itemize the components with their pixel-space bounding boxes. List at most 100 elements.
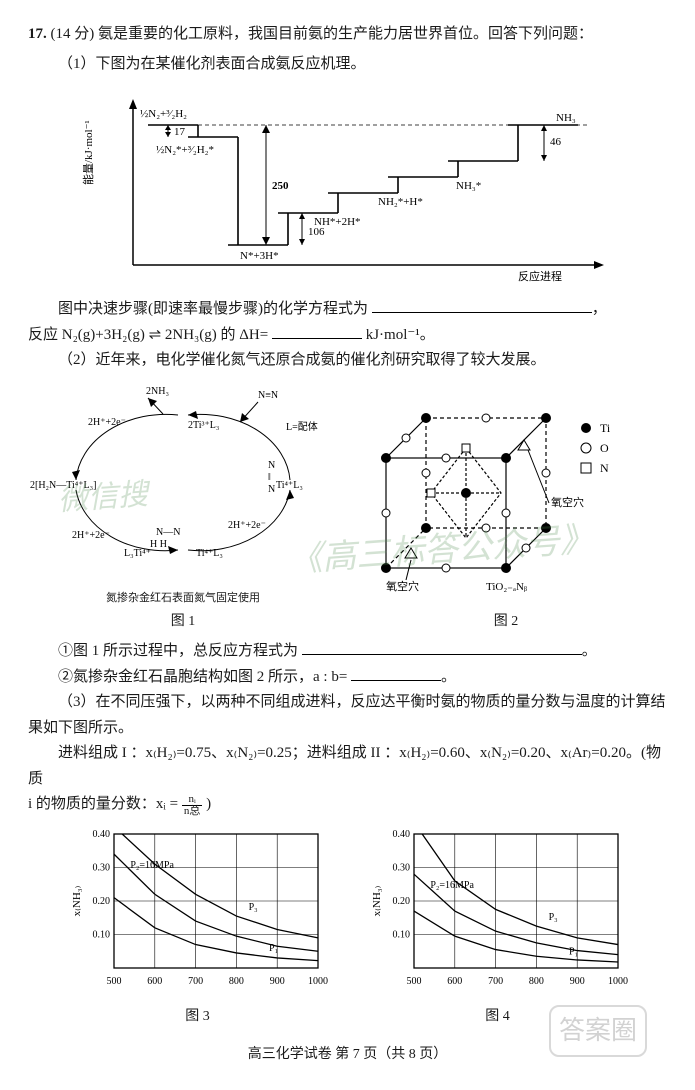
fig1-caption: 图 1 <box>28 610 338 634</box>
answer-stamp: 答案圈 <box>549 1005 647 1057</box>
legend-n: N <box>600 461 609 475</box>
fig1-righttop: 2Ti³⁺L₃ <box>188 420 219 431</box>
svg-text:P₃: P₃ <box>548 912 557 923</box>
period2: 。 <box>441 669 456 685</box>
fig1-leftnode: 2[H₂N—Ti⁴⁺L₃] <box>30 480 96 491</box>
svg-text:‖: ‖ <box>268 472 271 483</box>
fig2-vacancy-l: 氧空穴 <box>386 579 419 593</box>
svg-text:x₍NH₃₎: x₍NH₃₎ <box>71 885 83 916</box>
part1-q1: 图中决速步骤(即速率最慢步骤)的化学方程式为 ， <box>28 297 667 323</box>
blank-overall-eq[interactable] <box>302 639 582 655</box>
start-species: ½N₂+³⁄₂H₂ <box>140 108 187 120</box>
part2-q2: ②氮掺杂金红石晶胞结构如图 2 所示，a : b= 。 <box>28 665 667 691</box>
fig1-n2: N≡N <box>258 390 278 401</box>
final-rise-value: 46 <box>550 136 562 148</box>
svg-text:1000: 1000 <box>608 976 628 987</box>
svg-text:900: 900 <box>569 976 584 987</box>
part2-q1: ①图 1 所示过程中，总反应方程式为 。 <box>28 639 667 665</box>
svg-text:1000: 1000 <box>308 976 328 987</box>
svg-text:500: 500 <box>106 976 121 987</box>
step1-species: NH*+2H* <box>314 216 361 228</box>
frac-num: nᵢ <box>182 794 203 806</box>
svg-text:P₁: P₁ <box>269 943 278 954</box>
part1-q2-unit: kJ·mol⁻¹。 <box>366 327 435 343</box>
svg-text:600: 600 <box>447 976 462 987</box>
fig1-Lnote: L=配体 <box>286 421 318 433</box>
svg-text:N—N: N—N <box>156 527 180 538</box>
part1-intro: （1）下图为在某催化剂表面合成氨反应机理。 <box>28 52 667 78</box>
y-axis-label: 能量/kJ·mol⁻¹ <box>81 120 95 185</box>
part2-q1-text: ①图 1 所示过程中，总反应方程式为 <box>58 643 298 659</box>
fig2-wrap: 氧空穴 氧空穴 TiO₂₋ₐNᵦ Ti O N 图 2 <box>356 398 656 633</box>
fig1-top-in: 2NH₃ <box>146 386 169 397</box>
feed-line-a: 进料组成 I ：x₍H₂₎=0.75、x₍N₂₎=0.25；进料组成 II ：x… <box>28 741 667 792</box>
step3-species: NH₃* <box>456 180 481 192</box>
final-species: NH₃ <box>556 112 576 124</box>
bigdrop-value: 250 <box>272 180 289 192</box>
fig3-wrap: 500 600 700 800 900 1000 0.10 0.20 0.30 0.40 x₍NH₃… <box>68 824 328 1029</box>
part2-intro: （2）近年来，电化学催化氮气还原合成氨的催化剂研究取得了较大发展。 <box>28 348 667 374</box>
fig1-wrap: 2NH₃ 2H⁺+2e⁻ 2Ti³⁺L₃ N≡N L=配体 Ti⁴⁺L₃ 2[H… <box>28 380 338 634</box>
question-stem: 氨是重要的化工原料，我国目前氨的生产能力居世界首位。回答下列问题： <box>98 26 593 42</box>
bottom-species: N*+3H* <box>240 250 279 262</box>
part3-intro: （3）在不同压强下，以两种不同组成进料，反应达平衡时氨的物质的量分数与温度的计算… <box>28 690 667 741</box>
svg-text:700: 700 <box>488 976 503 987</box>
fig3-caption: 图 3 <box>68 1005 328 1029</box>
comma: ， <box>592 301 607 317</box>
feed-line-b: i 的物质的量分数：xᵢ = nᵢ n总 ) <box>28 792 667 818</box>
fig2-caption: 图 2 <box>356 610 656 634</box>
blank-ab-ratio[interactable] <box>351 665 441 681</box>
fig-row-1: 2NH₃ 2H⁺+2e⁻ 2Ti³⁺L₃ N≡N L=配体 Ti⁴⁺L₃ 2[H… <box>28 380 667 634</box>
fig2-crystal-diagram: 氧空穴 氧空穴 TiO₂₋ₐNᵦ Ti O N <box>356 398 656 598</box>
legend-ti: Ti <box>600 421 611 435</box>
fig1-subcaption: 氮掺杂金红石表面氮气固定使用 <box>28 589 338 608</box>
fig3-chart: 500 600 700 800 900 1000 0.10 0.20 0.30 0.40 x₍NH₃… <box>68 824 328 994</box>
svg-text:N: N <box>268 460 275 471</box>
feed-b-suffix: ) <box>206 796 211 812</box>
svg-text:800: 800 <box>528 976 543 987</box>
fig2-formula: TiO₂₋ₐNᵦ <box>486 581 527 593</box>
fig1-leftbot: 2H⁺+2e⁻ <box>72 530 110 541</box>
svg-text:0.30: 0.30 <box>392 862 410 873</box>
page: 微信搜 《高三标答公众号》 17. (14 分) 氨是重要的化工原料，我国目前氨… <box>28 22 667 1067</box>
feed-b-prefix: i 的物质的量分数：xᵢ = <box>28 796 182 812</box>
fig1-rightnode: Ti⁴⁺L₃ <box>276 480 303 491</box>
svg-text:0.10: 0.10 <box>92 929 110 940</box>
drop1-species: ½N₂*+³⁄₂H₂* <box>156 144 214 156</box>
svg-text:0.40: 0.40 <box>92 829 110 840</box>
part1-q1-text: 图中决速步骤(即速率最慢步骤)的化学方程式为 <box>58 301 368 317</box>
fig2-vacancy-r: 氧空穴 <box>551 495 584 509</box>
svg-text:500: 500 <box>406 976 421 987</box>
svg-text:0.40: 0.40 <box>392 829 410 840</box>
part2-q2-text: ②氮掺杂金红石晶胞结构如图 2 所示，a : b= <box>58 669 347 685</box>
fig1-cycle-diagram: 2NH₃ 2H⁺+2e⁻ 2Ti³⁺L₃ N≡N L=配体 Ti⁴⁺L₃ 2[H… <box>28 380 338 580</box>
svg-text:900: 900 <box>269 976 284 987</box>
svg-text:H H: H H <box>150 539 167 550</box>
question-number: 17. <box>28 26 47 42</box>
fig1-botnode-l: L₃Ti⁴⁺ <box>124 548 151 559</box>
frac-den: n总 <box>182 806 203 817</box>
blank-decel-step[interactable] <box>372 297 592 313</box>
mole-fraction-frac: nᵢ n总 <box>182 794 203 817</box>
svg-text:600: 600 <box>147 976 162 987</box>
svg-text:800: 800 <box>228 976 243 987</box>
energy-diagram: 能量/kJ·mol⁻¹ 反应进程 17 ½N₂+³⁄₂H₂ ½N₂*+³⁄₂H₂… <box>78 85 618 285</box>
question-header: 17. (14 分) 氨是重要的化工原料，我国目前氨的生产能力居世界首位。回答下… <box>28 22 667 48</box>
svg-text:P₃: P₃ <box>248 902 257 913</box>
period1: 。 <box>582 643 597 659</box>
part1-q2-text: 反应 N₂(g)+3H₂(g) ⇌ 2NH₃(g) 的 ΔH= <box>28 327 268 343</box>
svg-text:0.20: 0.20 <box>392 896 410 907</box>
x-axis-label: 反应进程 <box>518 269 562 283</box>
svg-text:700: 700 <box>188 976 203 987</box>
svg-text:0.30: 0.30 <box>92 862 110 873</box>
svg-text:0.20: 0.20 <box>92 896 110 907</box>
question-points: (14 分) <box>51 26 95 42</box>
blank-deltaH[interactable] <box>272 323 362 339</box>
fig1-lefttop: 2H⁺+2e⁻ <box>88 417 126 428</box>
fig4-wrap: 500 600 700 800 900 1000 0.10 0.20 0.30 0.40 x₍NH₃… <box>368 824 628 1029</box>
svg-text:0.10: 0.10 <box>392 929 410 940</box>
drop1-value: 17 <box>174 126 186 138</box>
svg-text:x₍NH₃₎: x₍NH₃₎ <box>371 885 383 916</box>
svg-text:P₁: P₁ <box>569 946 578 957</box>
step2-species: NH₂*+H* <box>378 196 423 208</box>
